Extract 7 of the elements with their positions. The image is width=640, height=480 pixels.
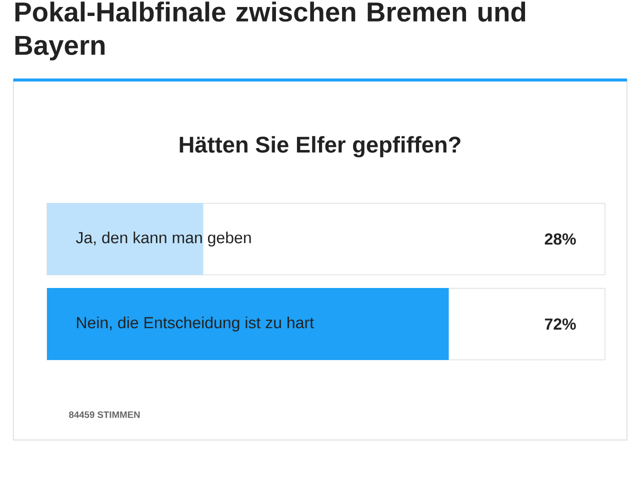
chart-subtitle: Hätten Sie Elfer gepfiffen? — [180, 136, 460, 158]
data-label: 28% — [544, 233, 576, 245]
y-tick-label: Ja, den kann man geben — [76, 232, 251, 247]
y-tick-label: Nein, die Entscheidung ist zu hart — [77, 316, 314, 332]
text: 84459 STIMMEN — [69, 411, 140, 418]
data-label: 72% — [544, 318, 576, 330]
chart-title: Pokal-Halbfinale zwischen Bremen und Bayern — [15, 2, 526, 60]
